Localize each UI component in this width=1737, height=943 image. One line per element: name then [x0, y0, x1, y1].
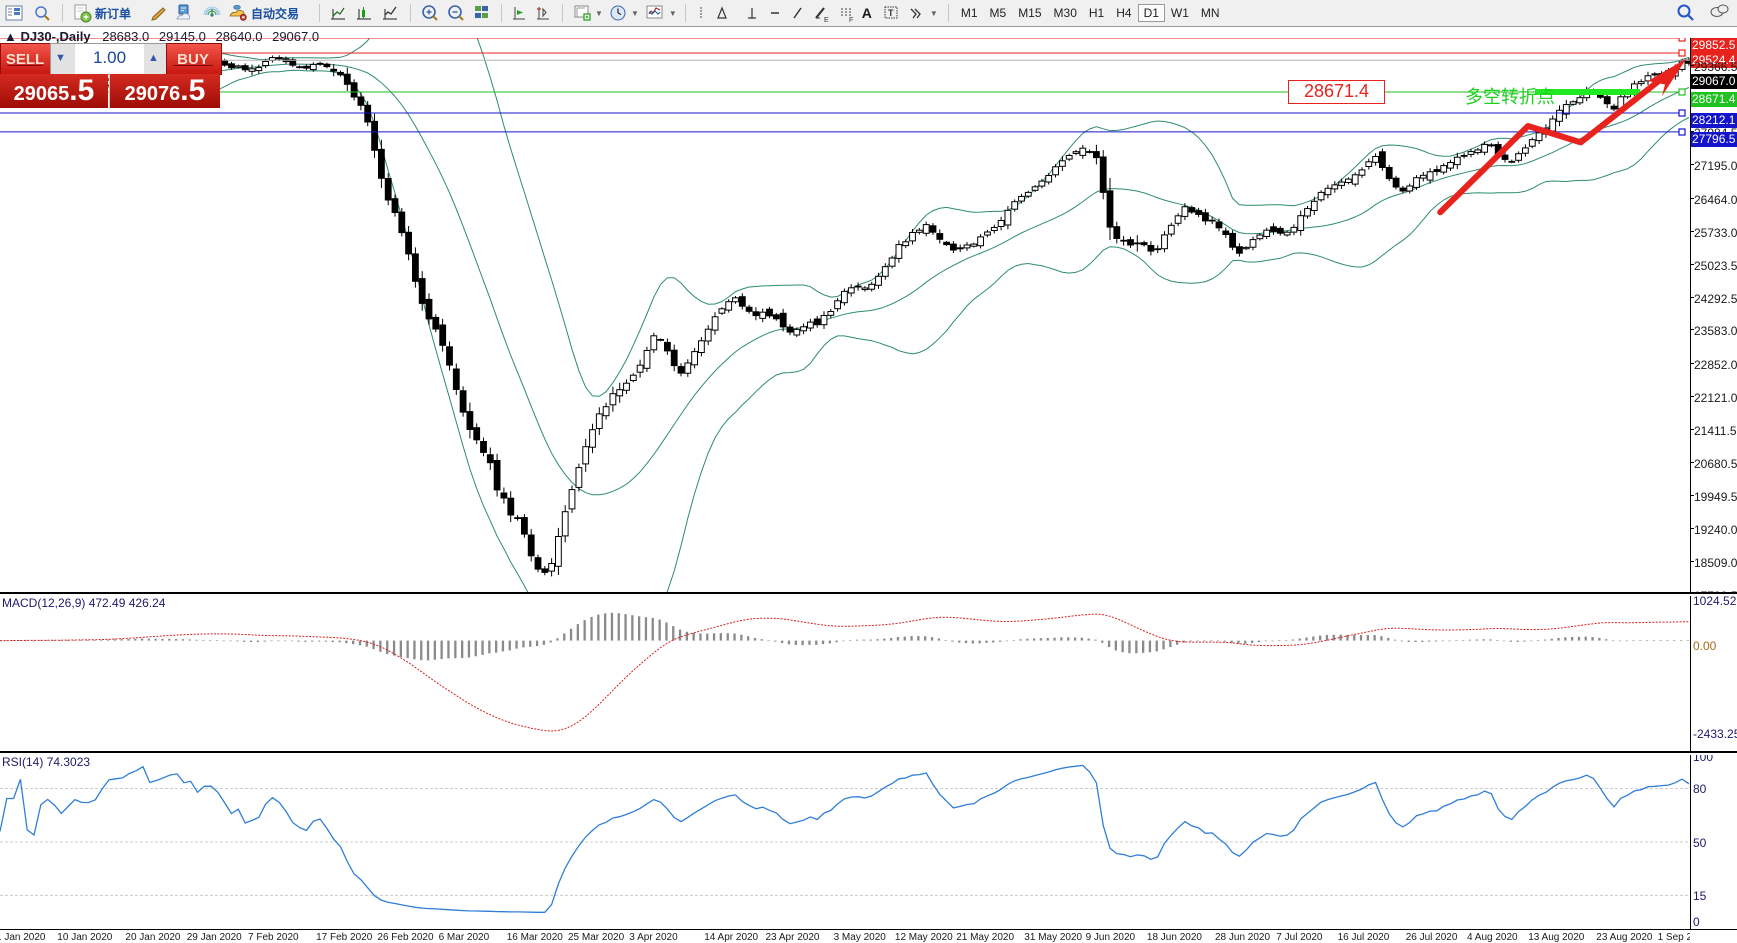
- svg-text:E: E: [824, 17, 829, 23]
- svg-text:F: F: [849, 17, 853, 23]
- svg-text:T: T: [888, 8, 894, 18]
